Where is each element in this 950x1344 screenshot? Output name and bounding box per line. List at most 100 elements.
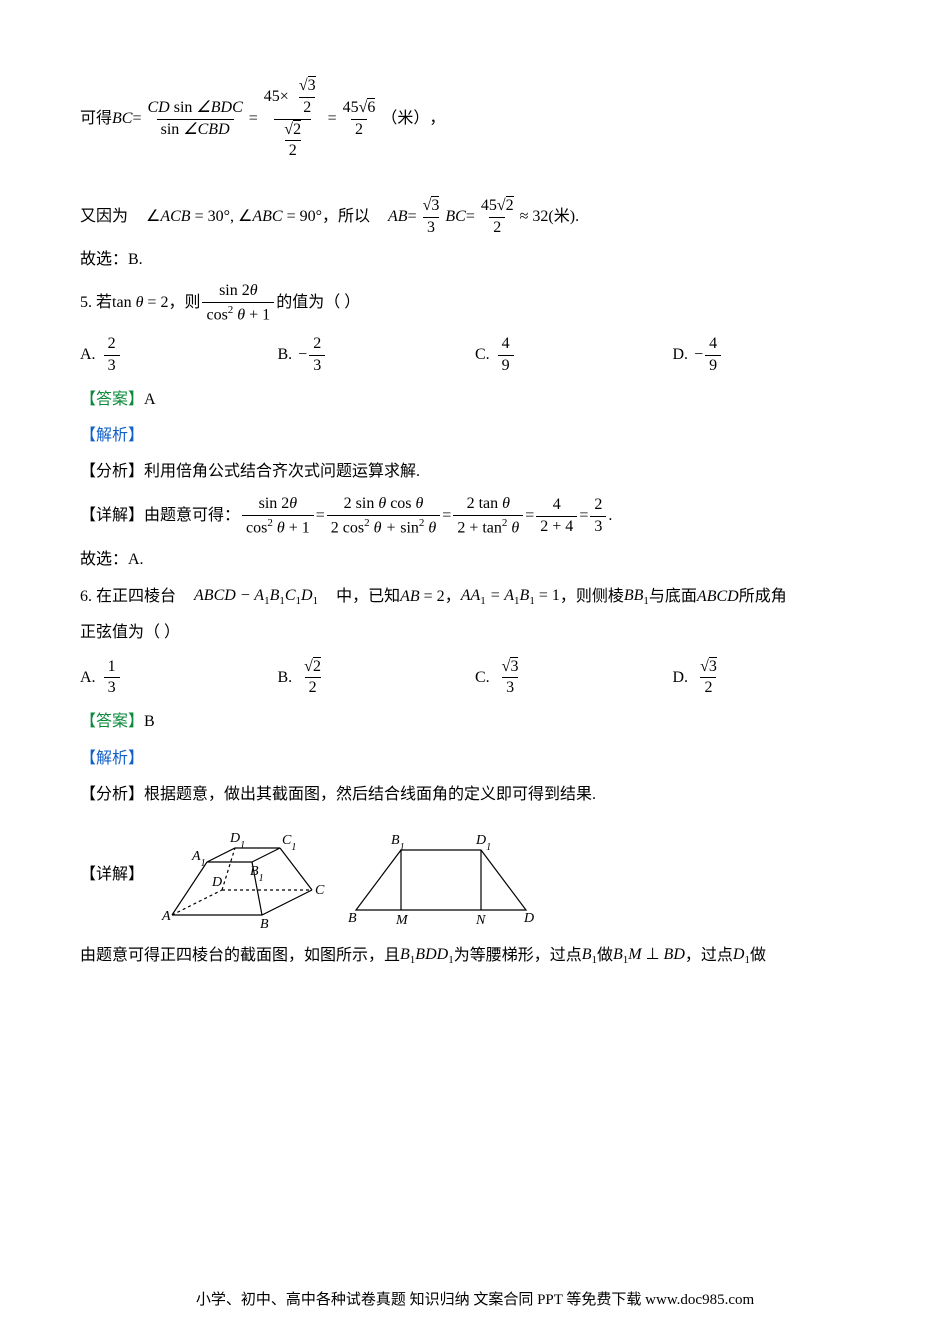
q6-ab: AB = 2 xyxy=(400,582,445,612)
q6-analysis-label: 【解析】 xyxy=(80,744,870,774)
q6-abcd: ABCD xyxy=(697,582,739,612)
text: 做 xyxy=(597,941,613,971)
fraction-4: √3 3 xyxy=(419,196,444,239)
option-letter: C. xyxy=(475,663,490,693)
frustum-3d-icon: A B C D A1 B1 C1 D1 xyxy=(152,820,332,930)
q5-stem: 5. 若 tan θ = 2 ，则 sin 2θ cos2 θ + 1 的值为（… xyxy=(80,281,870,326)
q6-aa1: AA1 = A1B1 = 1 xyxy=(461,581,560,612)
q6-option-b: B. √22 xyxy=(278,657,476,700)
svg-text:B: B xyxy=(260,917,269,930)
option-letter: A. xyxy=(80,663,96,693)
var-ab: AB xyxy=(388,202,408,232)
svg-text:M: M xyxy=(395,913,409,928)
q5-chain-3: 2 tan θ 2 + tan2 θ xyxy=(453,494,523,539)
q5-option-d: D. − 49 xyxy=(673,334,871,377)
q5-mid: ，则 xyxy=(168,288,200,318)
comma: ， xyxy=(322,202,338,232)
fraction-5: 45√2 2 xyxy=(477,196,518,239)
option-letter: D. xyxy=(673,663,689,693)
derivation-line-1: 可得 BC = CD sin ∠BDC sin ∠CBD = 45× √3 2 … xyxy=(80,76,870,162)
q5-chain-1: sin 2θ cos2 θ + 1 xyxy=(242,494,314,539)
trapezoid-section-icon: B M N D B1 D1 xyxy=(336,820,546,930)
unit: （米） xyxy=(381,104,429,134)
q5-answer: 【答案】A xyxy=(80,385,870,415)
angle-acb: ∠ACB = 30°, ∠ABC = 90° xyxy=(146,202,322,232)
option-letter: C. xyxy=(475,340,490,370)
fraction-2: 45× √3 2 √2 2 xyxy=(260,76,326,162)
q5-option-c: C. 49 xyxy=(475,334,673,377)
svg-text:B1: B1 xyxy=(391,833,405,853)
q6-answer: 【答案】B xyxy=(80,707,870,737)
q5-pre: 5. 若 xyxy=(80,288,112,318)
q5-chain-2: 2 sin θ cos θ 2 cos2 θ + sin2 θ xyxy=(327,494,441,539)
answer-label: 【答案】 xyxy=(80,713,144,730)
perp: B1M ⊥ BD xyxy=(613,940,685,971)
equals: = xyxy=(249,104,258,134)
option-letter: B. xyxy=(278,663,293,693)
page-footer: 小学、初中、高中各种试卷真题 知识归纳 文案合同 PPT 等免费下载 www.d… xyxy=(0,1286,950,1315)
q5-cond: tan θ = 2 xyxy=(112,288,168,318)
svg-text:N: N xyxy=(475,913,486,928)
svg-text:A1: A1 xyxy=(191,849,206,869)
q5-option-b: B. − 23 xyxy=(278,334,476,377)
q6-mid1: 中，已知 xyxy=(336,582,400,612)
detail-label: 【详解】 xyxy=(80,860,144,890)
q6-options: A. 13 B. √22 C. √33 D. √32 xyxy=(80,657,870,700)
equals: = xyxy=(408,202,417,232)
svg-text:A: A xyxy=(161,909,171,924)
so: 所以 xyxy=(338,202,370,232)
q6-option-a: A. 13 xyxy=(80,657,278,700)
q5-post: 的值为（ ） xyxy=(276,288,360,318)
q6-stem-line1: 6. 在正四棱台 ABCD − A1B1C1D1 中，已知 AB = 2 ， A… xyxy=(80,581,870,612)
svg-text:C: C xyxy=(315,883,325,898)
svg-text:B1: B1 xyxy=(250,864,264,884)
comma: ， xyxy=(445,582,461,612)
choice-b: 故选：B. xyxy=(80,245,870,275)
fraction-3: 45√6 2 xyxy=(339,98,380,141)
option-letter: B. xyxy=(278,340,293,370)
unit: (米) xyxy=(548,202,575,232)
text-prefix: 可得 xyxy=(80,104,112,134)
page: 可得 BC = CD sin ∠BDC sin ∠CBD = 45× √3 2 … xyxy=(0,0,950,1344)
fraction-1: CD sin ∠BDC sin ∠CBD xyxy=(144,98,247,141)
q5-detail: 【详解】由题意可得： sin 2θ cos2 θ + 1 = 2 sin θ c… xyxy=(80,494,870,539)
var-bc: BC xyxy=(445,202,465,232)
q5-analysis-label: 【解析】 xyxy=(80,421,870,451)
q6-pre: 6. 在正四棱台 xyxy=(80,582,176,612)
period: . xyxy=(608,501,612,531)
svg-text:D: D xyxy=(211,875,222,890)
q6-stem-line2: 正弦值为（ ） xyxy=(80,618,870,648)
q6-mid2: ，则侧棱 xyxy=(560,582,624,612)
option-letter: D. xyxy=(673,340,689,370)
trap-name: B1BDD1 xyxy=(400,940,454,971)
text-prefix: 又因为 xyxy=(80,202,128,232)
q5-chain-5: 2 3 xyxy=(590,495,606,538)
option-letter: A. xyxy=(80,340,96,370)
svg-text:D: D xyxy=(523,911,534,926)
text: 做 xyxy=(750,941,766,971)
detail-label: 【详解】由题意可得： xyxy=(80,501,240,531)
answer-label: 【答案】 xyxy=(80,391,144,408)
var-bc: BC xyxy=(112,104,132,134)
text: ，过点 xyxy=(685,941,733,971)
pt-b1: B1 xyxy=(582,940,597,971)
q5-expr: sin 2θ cos2 θ + 1 xyxy=(202,281,274,326)
q6-option-c: C. √33 xyxy=(475,657,673,700)
period: . xyxy=(575,202,579,232)
q6-mid3: 与底面 xyxy=(649,582,697,612)
q6-analysis-text: 【分析】根据题意，做出其截面图，然后结合线面角的定义即可得到结果. xyxy=(80,780,870,810)
q6-tail1: 所成角 xyxy=(739,582,787,612)
q5-options: A. 23 B. − 23 C. 49 D. − 49 xyxy=(80,334,870,377)
answer-value: A xyxy=(144,391,156,408)
q5-analysis-text: 【分析】利用倍角公式结合齐次式问题运算求解. xyxy=(80,457,870,487)
text: 为等腰梯形，过点 xyxy=(454,941,582,971)
equals: = xyxy=(328,104,337,134)
q5-option-a: A. 23 xyxy=(80,334,278,377)
svg-text:B: B xyxy=(348,911,357,926)
q6-diagram: A B C D A1 B1 C1 D1 B M N xyxy=(152,820,546,930)
approx: ≈ 32 xyxy=(520,202,549,232)
answer-value: B xyxy=(144,713,155,730)
pt-d1: D1 xyxy=(733,940,750,971)
q5-choice: 故选：A. xyxy=(80,545,870,575)
equals: = xyxy=(132,104,141,134)
